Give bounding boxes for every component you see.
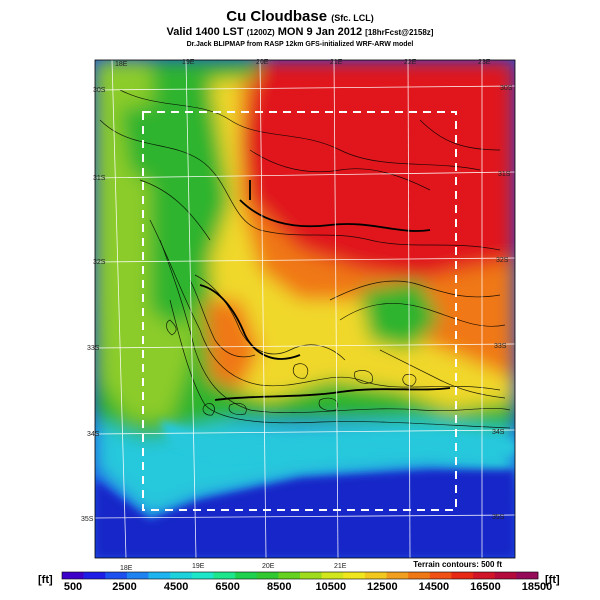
lat-label-right: 33S (494, 343, 507, 350)
lon-label-top: 21E (330, 59, 343, 66)
inner-domain-box (142, 111, 457, 511)
valid-utc: (1200Z) (246, 28, 275, 37)
colorbar-swatch (256, 572, 279, 579)
lon-label-bottom: 19E (192, 563, 205, 570)
colorbar-swatch (126, 572, 149, 579)
title-text: Cu Cloudbase (226, 8, 328, 25)
colorbar-unit-left: [ft] (38, 574, 53, 586)
colorbar-tick-label: 12500 (367, 581, 398, 593)
lon-label-top: 23E (478, 59, 491, 66)
colorbar-swatch (148, 572, 171, 579)
colorbar-swatch (494, 572, 517, 579)
colorbar (61, 571, 539, 580)
valid-date: MON 9 Jan 2012 (277, 26, 363, 38)
lat-label-left: 33S (87, 345, 100, 352)
lon-label-bottom: 20E (262, 563, 275, 570)
colorbar-tick-label: 500 (63, 581, 83, 593)
terrain-contours (99, 89, 511, 429)
lat-label-left: 31S (93, 175, 106, 182)
colorbar-frame (61, 571, 539, 580)
lon-label-bottom: 18E (120, 565, 133, 572)
colorbar-swatch (278, 572, 301, 579)
colorbar-swatch (235, 572, 258, 579)
cloudbase-contours (199, 180, 451, 401)
colorbar-tick-label: 6500 (215, 581, 240, 593)
lat-label-left: 30S (93, 87, 106, 94)
lon-label-top: 20E (256, 59, 269, 66)
colorbar-swatch (213, 572, 236, 579)
colorbar-swatch (364, 572, 387, 579)
lon-label-top: 19E (182, 59, 195, 66)
colorbar-tick-label: 14500 (418, 581, 450, 593)
lat-lon-grid (95, 60, 515, 558)
lat-label-left: 34S (87, 431, 100, 438)
colorbar-tick-label: 2500 (112, 581, 137, 593)
colorbar-tick-label: 8500 (266, 581, 292, 593)
cloudbase-shading (95, 60, 515, 520)
colorbar-swatch (473, 572, 496, 579)
valid-time: Valid 1400 LST (166, 26, 244, 38)
lat-label-right: 35S (492, 514, 505, 521)
colorbar-unit-right: [ft] (545, 574, 560, 586)
colorbar-swatch (516, 572, 539, 579)
colorbar-swatch (343, 572, 366, 579)
grid-labels: 18E 19E 20E 21E 22E 23E 18E 19E 20E 21E … (81, 59, 513, 572)
map-title: Cu Cloudbase (Sfc. LCL) (0, 8, 600, 25)
model-credit: Dr.Jack BLIPMAP from RASP 12km GFS-initi… (186, 41, 414, 48)
colorbar-swatch (83, 572, 106, 579)
terrain-contour-note: Terrain contours: 500 ft (413, 560, 502, 569)
colorbar-swatch (62, 572, 84, 579)
forecast-info: [18hrFcst@2158z] (365, 28, 434, 37)
colorbar-swatch (170, 572, 193, 579)
lat-label-left: 32S (93, 259, 106, 266)
colorbar-tick-label: 16500 (470, 581, 501, 593)
lat-label-right: 30S (500, 85, 513, 92)
title-subtitle: (Sfc. LCL) (331, 13, 374, 23)
colorbar-labels: 500 2500 4500 6500 8500 10500 12500 14500 16500 1… (0, 581, 600, 597)
colorbar-swatch (451, 572, 474, 579)
lat-label-right: 34S (492, 429, 505, 436)
colorbar-tick-label: 10500 (315, 581, 347, 593)
lat-label-right: 31S (498, 171, 511, 178)
colorbar-swatch (321, 572, 344, 579)
colorbar-swatch (300, 572, 322, 579)
colorbar-swatch (429, 572, 452, 579)
lat-label-left: 35S (81, 516, 94, 523)
colorbar-tick-label: 18500 (521, 581, 553, 593)
colorbar-swatch (386, 572, 409, 579)
colorbar-swatch (408, 572, 431, 579)
lon-label-top: 22E (404, 59, 417, 66)
lon-label-top: 18E (115, 61, 128, 68)
lat-label-right: 32S (496, 257, 509, 264)
valid-time-line: Valid 1400 LST (1200Z) MON 9 Jan 2012 [1… (0, 26, 600, 38)
lon-label-bottom: 21E (334, 563, 347, 570)
map-field (95, 60, 515, 558)
map-frame (94, 59, 516, 559)
colorbar-swatch (191, 572, 214, 579)
colorbar-tick-label: 4500 (163, 581, 189, 593)
colorbar-swatch (105, 572, 128, 579)
